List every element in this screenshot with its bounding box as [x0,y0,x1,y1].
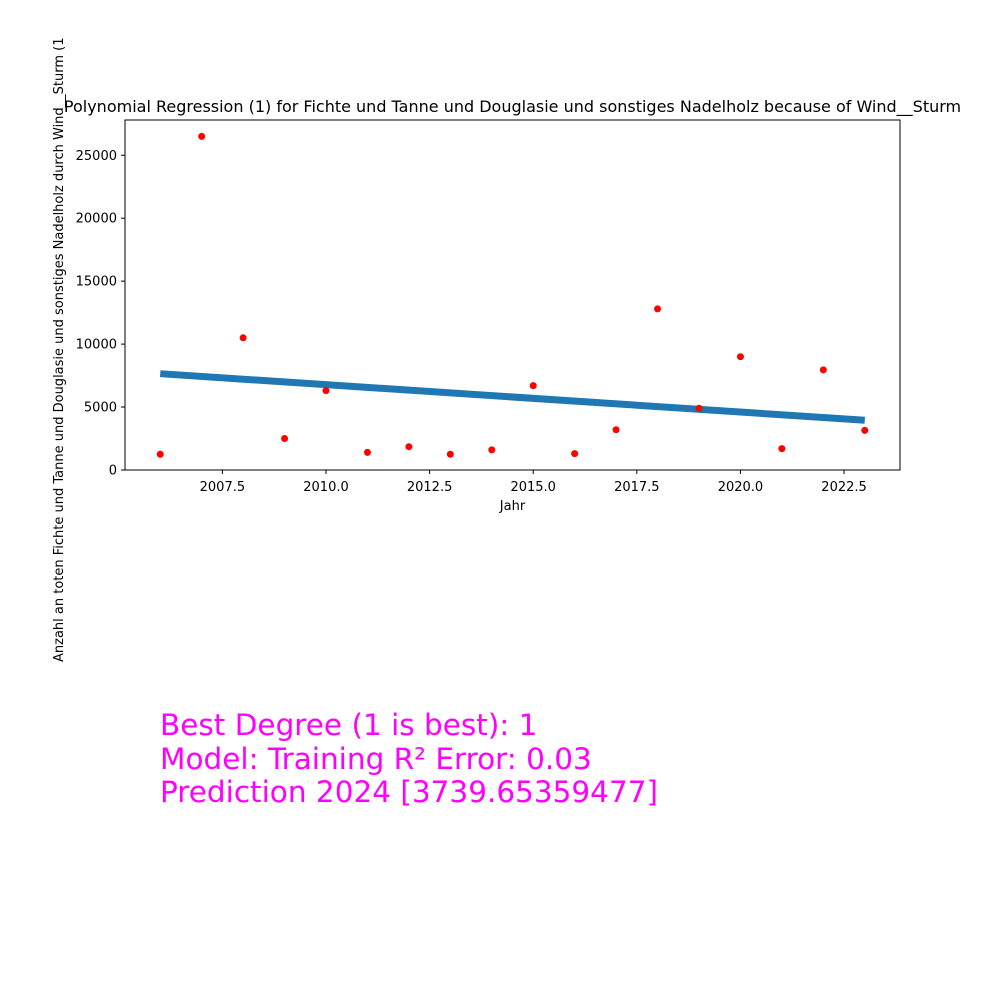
data-point [156,450,164,458]
x-tick-label: 2022.5 [821,480,867,495]
x-tick-label: 2015.0 [510,480,556,495]
data-point [405,443,413,451]
data-point [612,426,620,434]
model-error-text: Model: Training R² Error: 0.03 [160,741,592,776]
y-axis-label: Anzahl an toten Fichte und Tanne und Dou… [52,37,67,662]
prediction-text: Prediction 2024 [3739.65359477] [160,775,658,809]
data-point [363,448,371,456]
chart-title: Polynomial Regression (1) for Fichte und… [64,97,961,117]
x-tick-label: 2017.5 [614,480,660,495]
data-point [239,334,247,342]
x-tick-label: 2012.5 [407,480,453,495]
data-point [322,387,330,395]
data-point [529,382,537,390]
data-point [488,446,496,454]
data-point [446,450,454,458]
best-degree-text: Best Degree (1 is best): 1 [160,708,538,742]
regression-line [159,370,866,424]
data-point [778,445,786,453]
y-tick-label: 5000 [84,401,117,416]
data-point [571,450,579,458]
y-tick-label: 15000 [76,275,117,290]
data-point [736,353,744,361]
y-tick-label: 10000 [76,338,117,353]
y-tick-label: 25000 [76,149,117,164]
regression-annotation: Best Degree (1 is best): 1 Model: Traini… [160,708,658,810]
y-tick-label: 0 [109,464,117,479]
plot-area [156,132,869,458]
axis-ticks: 2007.5 2010.0 2012.5 2015.0 2017.5 2020.0 2022… [76,149,867,495]
data-point [695,404,703,412]
data-point [861,426,869,434]
y-tick-label: 20000 [76,212,117,227]
data-point [654,305,662,313]
x-tick-label: 2020.0 [718,480,764,495]
x-tick-label: 2007.5 [200,480,246,495]
x-tick-label: 2010.0 [303,480,349,495]
data-point [819,366,827,374]
axes-frame [124,119,901,471]
data-point [281,435,289,443]
data-point [198,132,206,140]
x-axis-label: Jahr [499,499,526,514]
